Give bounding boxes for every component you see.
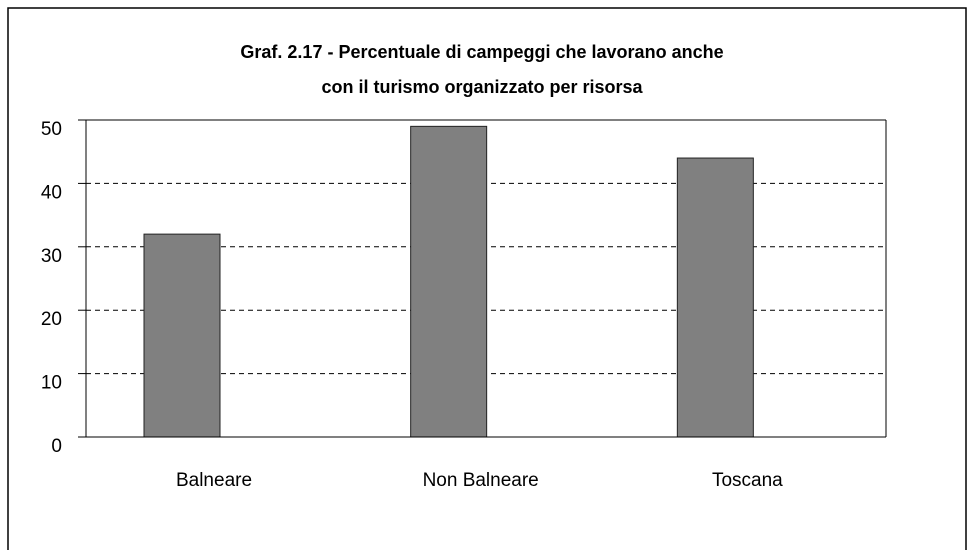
bar: [410, 125, 488, 438]
y-tick-label: 30: [41, 246, 62, 267]
frame: [7, 7, 967, 550]
bar: [676, 157, 754, 438]
y-tick-label: 10: [41, 373, 62, 394]
y-tick-label: 50: [41, 119, 62, 140]
chart-title: con il turismo organizzato per risorsa: [321, 77, 643, 97]
y-tick-label: 40: [41, 182, 62, 203]
bar: [143, 233, 221, 438]
x-tick-label: Balneare: [176, 470, 252, 491]
x-tick-label: Toscana: [712, 470, 783, 491]
y-tick-label: 0: [51, 436, 62, 457]
x-tick-label: Non Balneare: [423, 470, 539, 491]
y-tick-label: 20: [41, 309, 62, 330]
chart-title: Graf. 2.17 - Percentuale di campeggi che…: [240, 42, 723, 62]
